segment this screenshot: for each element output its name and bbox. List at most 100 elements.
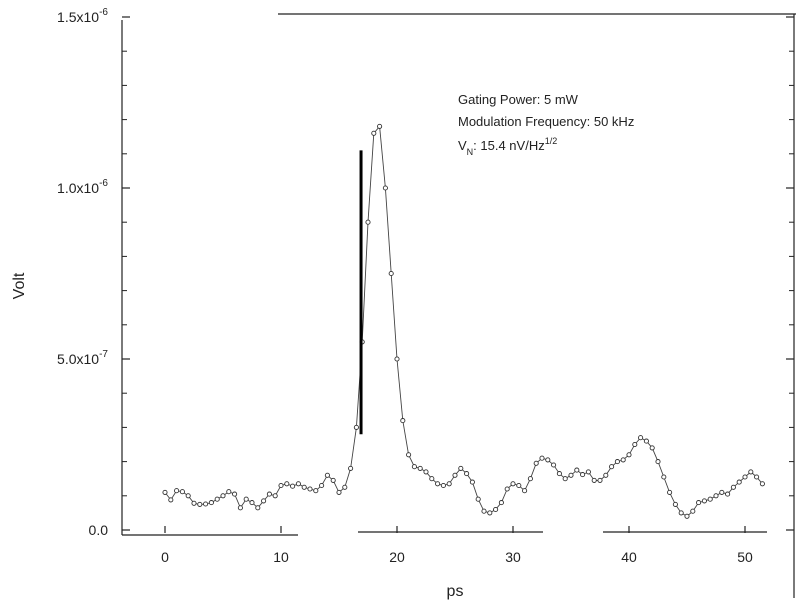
data-point [272,493,278,499]
annotation-modulation-frequency: Modulation Frequency: 50 kHz [458,114,634,129]
data-point [736,479,742,485]
y-tick-label-mantissa: 1.0x10 [57,180,99,196]
data-point [220,493,226,499]
data-point [324,472,330,478]
data-point [632,441,638,448]
data-point [278,482,284,489]
data-point [516,482,522,489]
data-point [388,270,394,277]
annotation-vn-superscript: 1/2 [545,136,558,146]
data-point [249,500,255,506]
data-point [469,479,475,485]
data-point [713,493,719,499]
data-point [585,469,591,475]
data-point [748,469,754,475]
data-point [255,505,261,511]
y-tick-label-exponent: -7 [99,349,108,360]
y-axis-title: Volt [11,272,28,299]
data-point [313,488,319,494]
data-point [504,486,510,492]
data-point [348,465,354,471]
data-point [266,491,272,497]
data-point [603,472,609,478]
data-point [203,501,209,507]
y-tick-label: 0.0 [89,522,109,538]
data-point [580,472,586,478]
data-point [620,457,626,463]
data-point [574,467,580,473]
data-point [208,500,214,506]
data-point [649,445,655,451]
data-point [423,469,429,475]
data-point [742,474,748,480]
axis-ticks: 0.05.0x10-71.0x10-61.5x10-60 10 20 30 40 50 [57,7,794,565]
data-point [162,489,168,495]
y-tick-label: 5.0x10-7 [57,349,108,367]
data-point [365,219,371,225]
data-point [545,457,551,463]
data-point [759,481,765,487]
data-point [562,476,568,482]
data-point [719,489,725,495]
data-point [406,452,412,458]
annotation-gating-power: Gating Power: 5 mW [458,92,579,107]
data-point [609,464,615,470]
data-point [754,474,760,480]
data-point [232,491,238,497]
data-point [197,501,203,507]
data-line [164,125,763,517]
y-tick-label: 1.5x10-6 [57,7,108,25]
data-point [661,474,667,480]
data-point [638,435,644,441]
data-point [614,459,620,465]
data-point [417,465,423,471]
data-point [400,418,406,424]
annotation-vn-value: : 15.4 nV/Hz [473,138,545,153]
data-point [672,501,678,507]
data-point [458,465,464,471]
data-point [377,123,383,129]
data-point [591,477,597,483]
x-tick-label: 0 [161,549,169,565]
data-point [707,496,713,502]
data-point [597,477,603,483]
data-point [446,481,452,487]
y-tick-label: 1.0x10-6 [57,178,108,196]
data-point [701,498,707,504]
data-point [522,488,528,494]
data-point [678,510,684,516]
data-point [411,464,417,470]
data-point [371,130,377,136]
y-tick-label-mantissa: 5.0x10 [57,351,99,367]
data-point [527,476,533,482]
data-point [243,496,249,502]
x-tick-label: 50 [737,549,753,565]
data-point [539,455,545,461]
data-point [295,481,301,487]
data-point [290,483,296,489]
data-point [179,489,185,495]
data-point [667,489,673,495]
data-point [168,497,174,503]
data-point [730,484,736,490]
data-point [336,489,342,495]
data-point [452,472,458,478]
plot-frame [121,13,796,598]
data-point [342,484,348,490]
data-point [429,476,435,482]
data-point [394,356,400,362]
data-point [214,496,220,502]
data-point [382,185,388,191]
x-tick-label: 20 [389,549,405,565]
data-point [493,506,499,513]
annotation-noise-voltage: VN: 15.4 nV/Hz1/2 [458,136,557,157]
data-point [533,460,539,466]
x-tick-label: 30 [505,549,521,565]
data-point [551,462,557,468]
x-tick-label: 40 [621,549,637,565]
data-curve [164,125,763,517]
data-point [487,510,493,516]
annotation-vn-symbol: V [458,138,467,153]
data-point [261,498,267,504]
